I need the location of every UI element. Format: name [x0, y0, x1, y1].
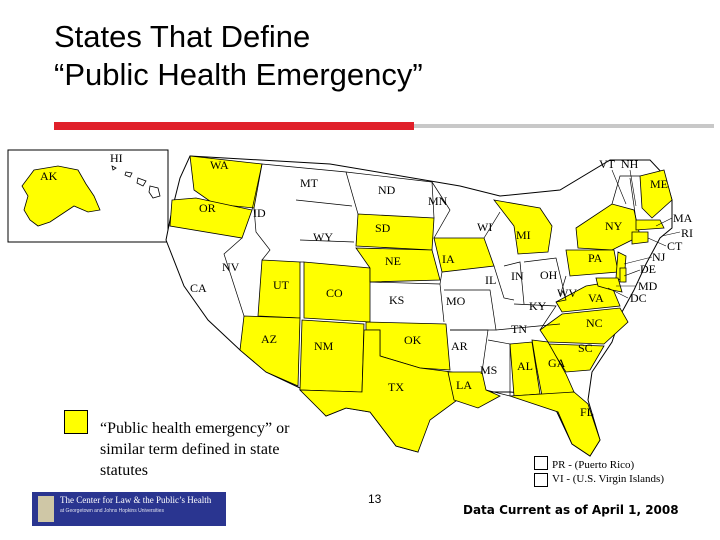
label-GA: GA [548, 356, 566, 370]
label-CT: CT [667, 239, 683, 253]
label-ME: ME [650, 177, 668, 191]
territory-vi-label: VI - (U.S. Virgin Islands) [552, 473, 664, 485]
label-CO: CO [326, 286, 343, 300]
label-MT: MT [300, 176, 319, 190]
label-IL: IL [485, 273, 496, 287]
label-SC: SC [578, 341, 593, 355]
territory-legend: PR - (Puerto Rico) VI - (U.S. Virgin Isl… [552, 458, 664, 486]
label-NH: NH [621, 157, 639, 171]
page-number: 13 [368, 492, 382, 506]
label-MO: MO [446, 294, 466, 308]
legend-swatch [64, 410, 88, 434]
state-OR [169, 197, 253, 239]
state-MI [493, 199, 553, 255]
label-VT: VT [599, 157, 616, 171]
label-UT: UT [273, 278, 290, 292]
state-ME [639, 169, 673, 219]
state-NE [355, 247, 441, 283]
label-IN: IN [511, 269, 524, 283]
data-current-note: Data Current as of April 1, 2008 [463, 503, 679, 517]
slide-title: States That Define “Public Health Emerge… [54, 18, 423, 94]
label-AZ: AZ [261, 332, 277, 346]
label-SD: SD [375, 221, 391, 235]
territory-boxes [534, 456, 548, 490]
label-WV: WV [557, 286, 577, 300]
label-CA: CA [190, 281, 207, 295]
label-TN: TN [511, 322, 527, 336]
label-HI: HI [110, 151, 123, 165]
title-rule-red [54, 122, 414, 130]
label-NY: NY [605, 219, 623, 233]
label-NV: NV [222, 260, 240, 274]
title-rule-gray [414, 124, 714, 128]
label-DC: DC [630, 291, 647, 305]
label-ND: ND [378, 183, 396, 197]
state-SD [355, 213, 435, 251]
slide-title-line2: “Public Health Emergency” [54, 57, 423, 92]
state-NM [299, 319, 365, 393]
state-borders [223, 163, 640, 397]
label-MS: MS [480, 363, 497, 377]
state-VA [555, 281, 621, 313]
label-KY: KY [529, 299, 547, 313]
territory-pr-label: PR - (Puerto Rico) [552, 459, 635, 471]
territory-box-pr [534, 456, 548, 470]
state-MD [595, 277, 623, 293]
label-FL: FL [580, 405, 594, 419]
column-icon [38, 496, 54, 522]
label-OR: OR [199, 201, 216, 215]
legend-text: “Public health emergency” or similar ter… [100, 420, 290, 479]
state-MA [635, 219, 665, 231]
state-AZ [239, 315, 301, 387]
label-TX: TX [388, 380, 404, 394]
label-WI: WI [477, 220, 492, 234]
logo-title: The Center for Law & the Public’s Health [60, 495, 212, 505]
state-DE [619, 267, 627, 283]
label-LA: LA [456, 378, 472, 392]
label-DE: DE [640, 262, 656, 276]
state-CT [631, 231, 649, 245]
label-NE: NE [385, 254, 401, 268]
state-FL [509, 391, 601, 457]
label-MA: MA [673, 211, 693, 225]
label-VA: VA [588, 291, 604, 305]
label-OH: OH [540, 268, 558, 282]
label-WY: WY [313, 230, 333, 244]
label-MI: MI [516, 228, 531, 242]
slide-title-line1: States That Define [54, 19, 311, 54]
label-NM: NM [314, 339, 334, 353]
label-AL: AL [517, 359, 533, 373]
label-AR: AR [451, 339, 468, 353]
label-NJ: NJ [652, 250, 666, 264]
label-AK: AK [40, 169, 58, 183]
state-labels: AK HI WA OR CA NV ID MT WY UT AZ CO NM N… [40, 151, 693, 419]
label-PA: PA [588, 251, 603, 265]
us-state-map: AK HI WA OR CA NV ID MT WY UT AZ CO NM N… [7, 149, 693, 457]
label-leader-lines [607, 169, 681, 299]
logo-subtitle: at Georgetown and Johns Hopkins Universi… [60, 508, 164, 514]
state-HI [111, 165, 161, 199]
center-logo: The Center for Law & the Public’s Health… [32, 492, 226, 526]
label-ID: ID [253, 206, 266, 220]
territory-box-vi [534, 473, 548, 487]
label-OK: OK [404, 333, 422, 347]
label-KS: KS [389, 293, 404, 307]
label-MN: MN [428, 194, 448, 208]
state-AK [21, 165, 101, 227]
label-MD: MD [638, 279, 658, 293]
state-TX [299, 329, 461, 453]
label-RI: RI [681, 226, 693, 240]
label-IA: IA [442, 252, 455, 266]
label-NC: NC [586, 316, 603, 330]
label-WA: WA [210, 158, 229, 172]
